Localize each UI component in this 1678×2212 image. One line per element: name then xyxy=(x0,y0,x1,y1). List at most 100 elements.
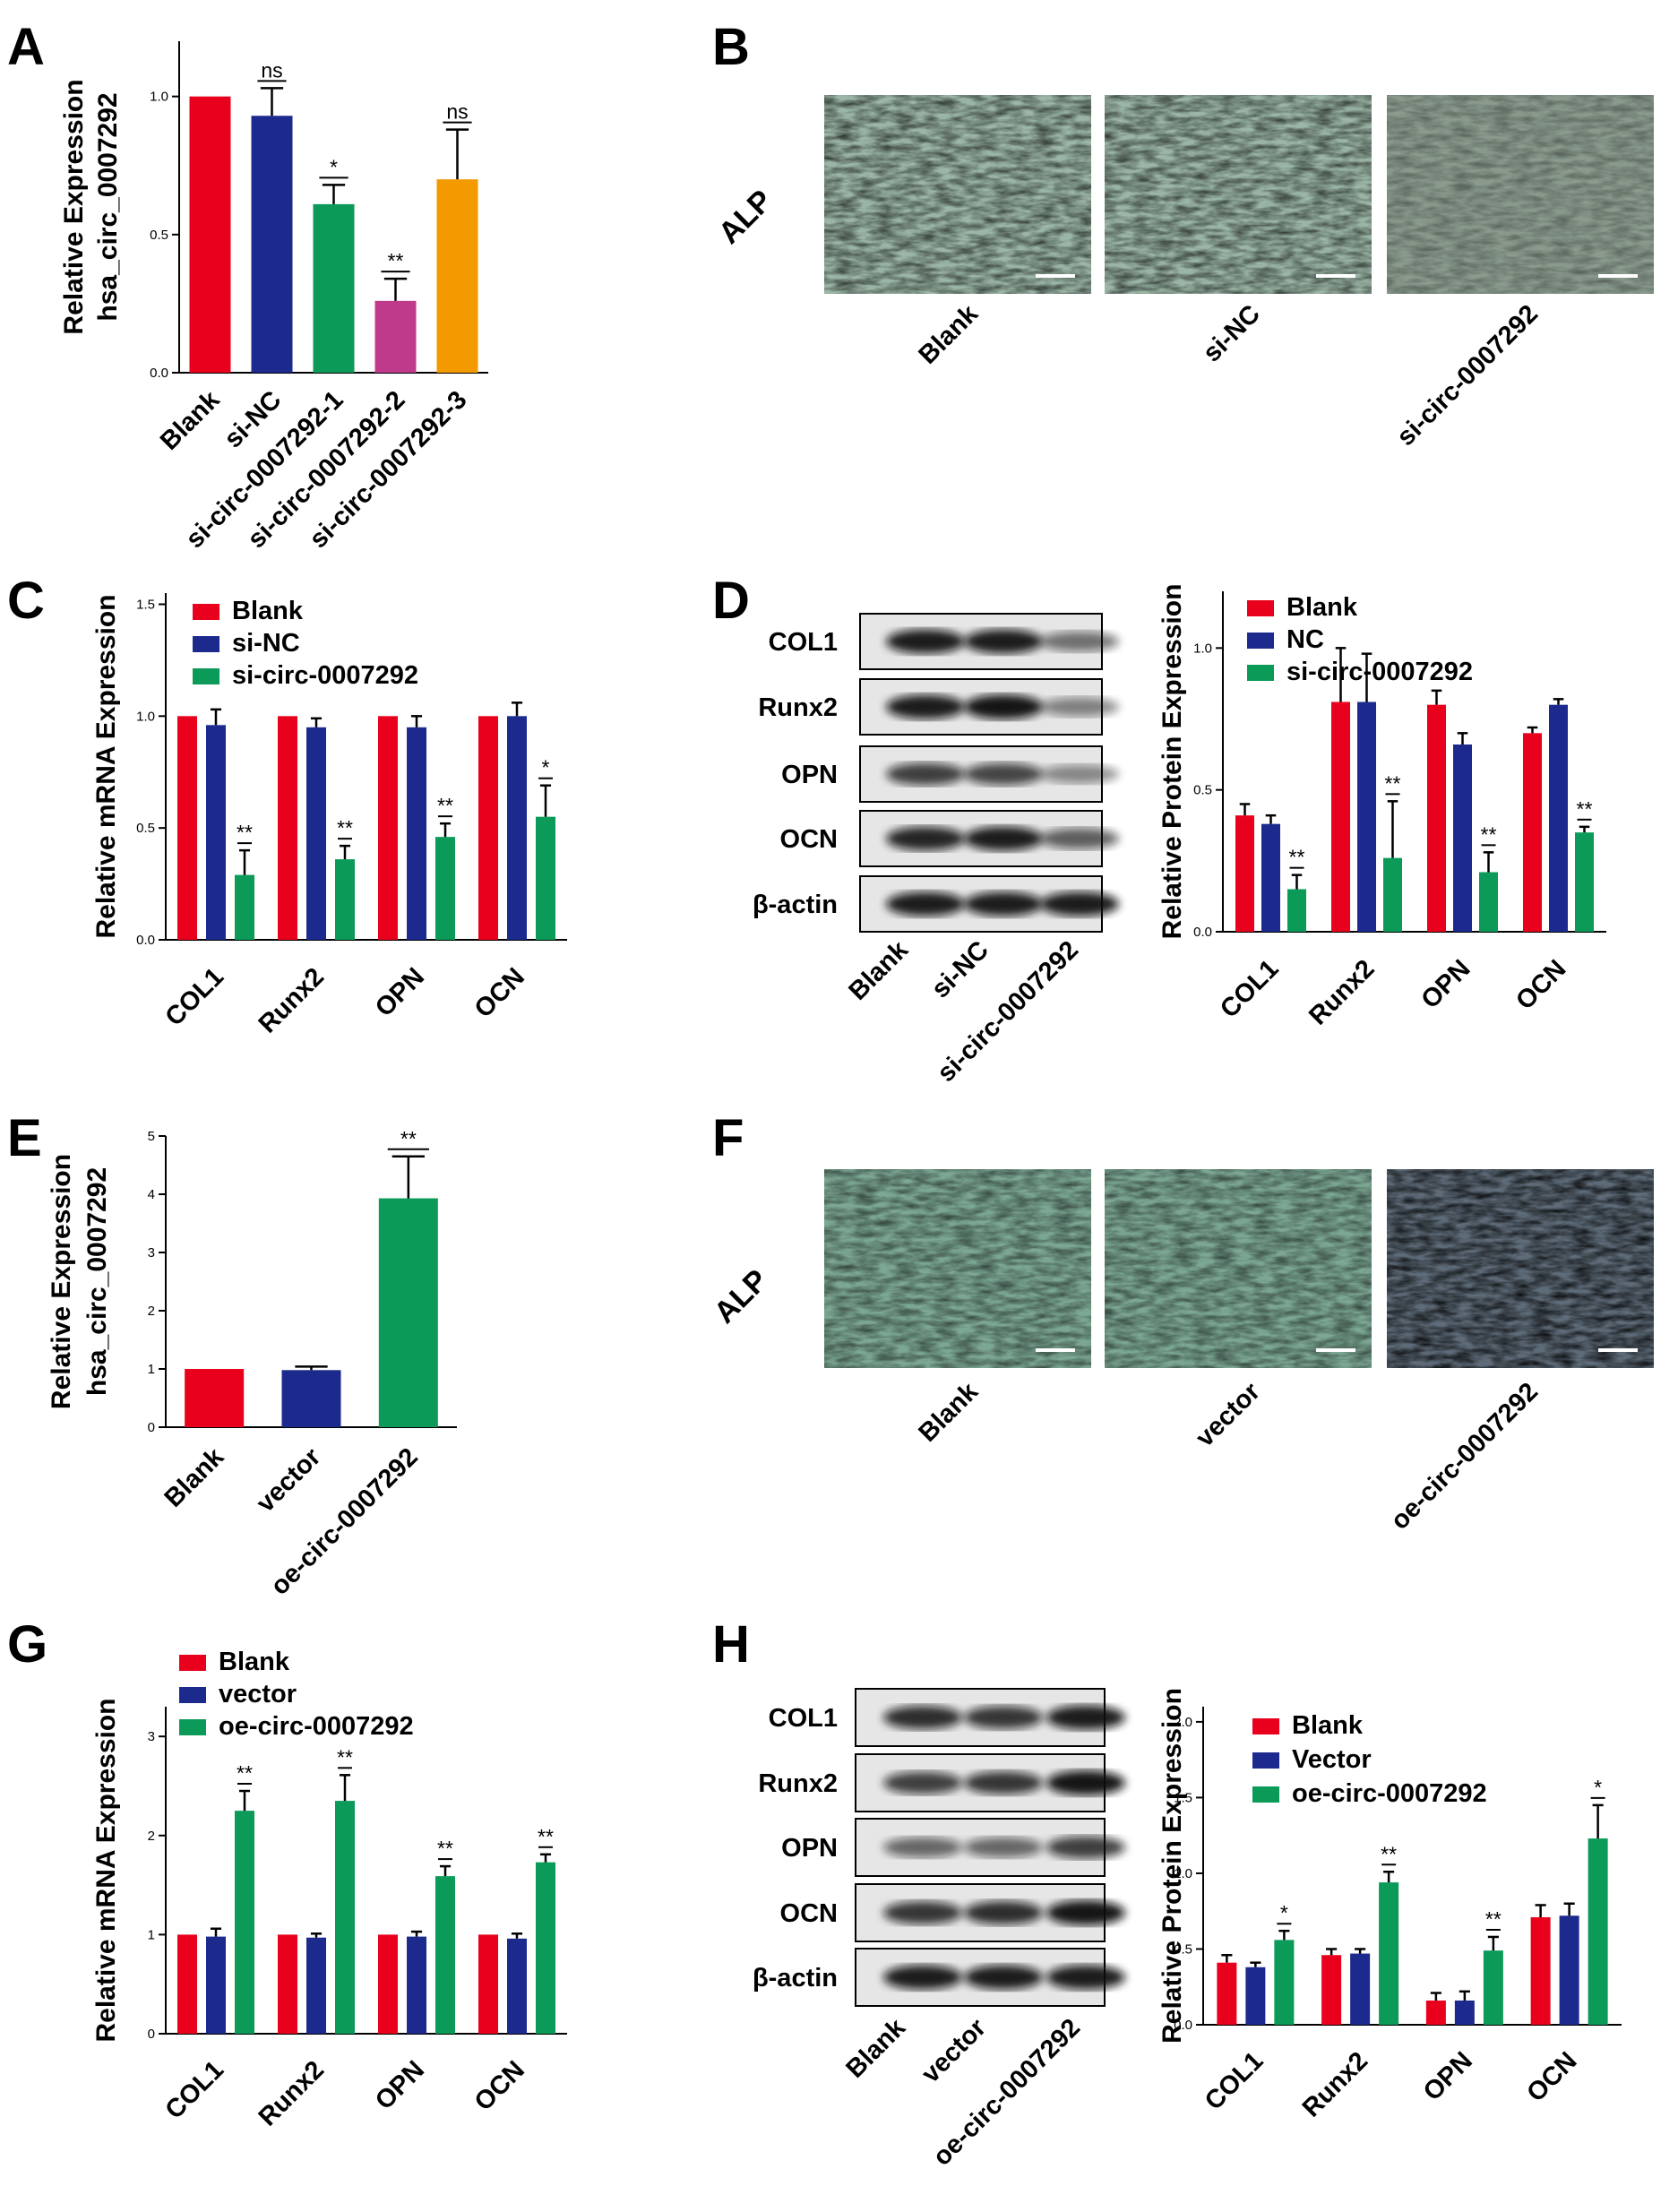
blot-band-d xyxy=(1040,764,1119,784)
bar-d xyxy=(1383,857,1402,932)
y-tick-label-d: 1.0 xyxy=(1193,641,1212,656)
bar-e xyxy=(281,1370,341,1427)
legend-label-h: Vector xyxy=(1292,1745,1372,1774)
blot-band-h xyxy=(964,1771,1043,1795)
y-axis-title-d: Relative Protein Expression xyxy=(1157,584,1187,940)
blot-band-h xyxy=(1046,1965,1125,1990)
blot-band-d xyxy=(1040,891,1119,917)
significance-label-c: ** xyxy=(237,821,253,844)
micrograph-label-f: Blank xyxy=(913,1377,984,1448)
x-tick-label-c: OPN xyxy=(370,962,430,1022)
blot-lane-label-h: vector xyxy=(916,2013,992,2088)
blot-band-h xyxy=(883,1706,962,1729)
y-tick-label-h: 0.0 xyxy=(1174,2018,1192,2033)
blot-band-h xyxy=(883,1837,962,1858)
micrograph-stain-b xyxy=(824,95,1091,294)
micrograph-label-b: si-NC xyxy=(1198,299,1266,367)
y-axis-title-a: hsa_circ_0007292 xyxy=(93,92,123,321)
blot-band-d xyxy=(886,629,965,654)
bar-d xyxy=(1287,889,1306,932)
bar-g xyxy=(407,1936,426,2034)
blot-row-label-h: Runx2 xyxy=(758,1769,838,1798)
blot-band-h xyxy=(964,1837,1043,1858)
bar-c xyxy=(335,859,355,940)
y-tick-label-e: 1 xyxy=(148,1362,155,1377)
blot-band-h xyxy=(883,1901,962,1924)
blot-lane-label-h: Blank xyxy=(840,2013,911,2084)
x-tick-label-a: Blank xyxy=(155,385,226,456)
legend-swatch-h xyxy=(1252,1752,1279,1769)
panel-label-a: A xyxy=(7,18,45,76)
y-tick-label-h: 2.0 xyxy=(1174,1715,1192,1730)
bar-g xyxy=(536,1862,555,2034)
blot-row-label-d: β-actin xyxy=(753,891,838,919)
y-tick-label-a: 0.5 xyxy=(150,228,168,243)
bar-a xyxy=(189,96,231,374)
bar-d xyxy=(1357,701,1376,932)
bar-c xyxy=(235,874,254,940)
y-tick-label-a: 1.0 xyxy=(150,90,168,105)
blot-band-h xyxy=(1046,1770,1125,1795)
significance-label-c: ** xyxy=(337,816,353,839)
significance-label-d: ** xyxy=(1385,771,1401,795)
significance-label-a: ns xyxy=(261,58,282,82)
bar-d xyxy=(1575,832,1594,932)
bar-h xyxy=(1530,1916,1551,2025)
panel-label-e: E xyxy=(7,1109,42,1167)
blot-lane-label-d: Blank xyxy=(843,935,914,1006)
blot-row-label-h: COL1 xyxy=(769,1704,838,1733)
x-tick-label-g: OCN xyxy=(469,2055,530,2116)
x-tick-label-h: COL1 xyxy=(1200,2046,1269,2115)
significance-label-g: ** xyxy=(538,1825,554,1848)
y-tick-label-d: 0.5 xyxy=(1193,783,1212,798)
legend-swatch-c xyxy=(193,604,219,620)
x-tick-label-d: OCN xyxy=(1510,954,1571,1015)
bar-h xyxy=(1454,2000,1475,2025)
y-tick-label-g: 2 xyxy=(148,1829,155,1844)
y-axis-title-e: Relative Expression xyxy=(47,1154,76,1409)
blot-band-d xyxy=(964,826,1043,851)
bar-a xyxy=(313,203,355,373)
bar-g xyxy=(478,1934,498,2034)
y-tick-label-h: 1.5 xyxy=(1174,1790,1192,1805)
alp-row-label-f: ALP xyxy=(708,1263,775,1330)
y-tick-label-g: 1 xyxy=(148,1927,155,1942)
blot-band-h xyxy=(1046,1836,1125,1859)
bar-c xyxy=(536,816,555,940)
significance-label-g: ** xyxy=(237,1761,253,1785)
panel-label-f: F xyxy=(712,1109,744,1167)
chart-d: 0.0 0.5 1.0 Relative Protein Expression ** CO… xyxy=(1157,584,1606,1031)
y-tick-label-e: 5 xyxy=(148,1129,155,1144)
bar-d xyxy=(1235,815,1254,932)
bar-c xyxy=(435,837,455,940)
x-tick-label-g: OPN xyxy=(370,2055,430,2115)
blot-row-label-d: COL1 xyxy=(769,628,838,657)
legend-swatch-g xyxy=(179,1719,206,1735)
alp-micrographs-f: ALP Blank vector oe-circ-0007292 xyxy=(708,1169,1654,1536)
y-axis-title-e: hsa_circ_0007292 xyxy=(82,1167,112,1396)
bar-h xyxy=(1588,1838,1608,2025)
bar-g xyxy=(335,1801,355,2034)
blot-band-d xyxy=(886,762,965,786)
bar-h xyxy=(1379,1882,1399,2025)
legend-swatch-h xyxy=(1252,1786,1279,1803)
bar-d xyxy=(1453,745,1472,932)
micrograph-label-f: vector xyxy=(1191,1377,1266,1452)
blot-band-d xyxy=(964,629,1043,654)
micrograph-stain-f xyxy=(824,1169,1091,1368)
legend-label-g: vector xyxy=(219,1680,297,1708)
alp-micrographs-b: ALP Blank si-NC si-circ-0007292 xyxy=(712,95,1654,452)
significance-label-d: ** xyxy=(1481,822,1497,846)
y-axis-title-h: Relative Protein Expression xyxy=(1157,1688,1187,2044)
bar-e xyxy=(185,1369,245,1427)
y-tick-label-e: 4 xyxy=(148,1187,155,1202)
y-axis-title-c: Relative mRNA Expression xyxy=(91,594,121,938)
legend-label-d: Blank xyxy=(1286,593,1358,622)
micrograph-stain-f xyxy=(1105,1169,1372,1368)
y-axis-title-a: Relative Expression xyxy=(59,79,89,334)
bar-d xyxy=(1427,704,1446,932)
x-tick-label-c: OCN xyxy=(469,962,530,1023)
